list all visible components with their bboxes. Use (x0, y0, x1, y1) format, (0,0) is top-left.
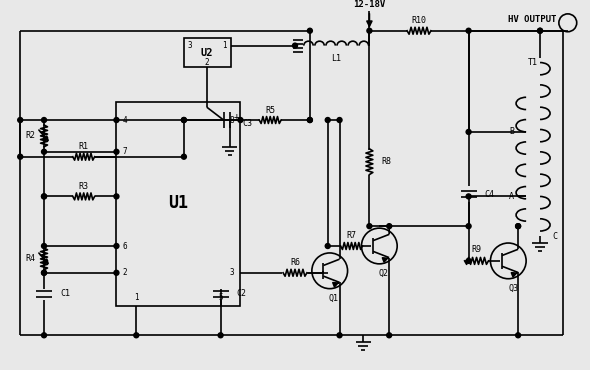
Text: T1: T1 (528, 58, 538, 67)
Text: R4: R4 (25, 255, 35, 263)
Text: 2: 2 (122, 268, 127, 277)
Circle shape (134, 333, 139, 338)
Circle shape (114, 118, 119, 122)
Circle shape (387, 224, 392, 229)
Text: HV OUTPUT: HV OUTPUT (507, 15, 556, 24)
Circle shape (516, 224, 520, 229)
Text: Q1: Q1 (329, 294, 339, 303)
Circle shape (181, 154, 186, 159)
Text: 7: 7 (122, 147, 127, 156)
Circle shape (41, 118, 47, 122)
Text: R7: R7 (346, 231, 356, 240)
Circle shape (114, 270, 119, 275)
Circle shape (367, 224, 372, 229)
Circle shape (41, 270, 47, 275)
Text: +: + (234, 112, 240, 122)
Text: U1: U1 (168, 194, 188, 212)
Circle shape (466, 258, 471, 263)
Text: R2: R2 (25, 131, 35, 140)
Text: C4: C4 (484, 190, 494, 199)
Text: C1: C1 (60, 289, 70, 298)
Text: R8: R8 (381, 157, 391, 166)
Circle shape (41, 243, 47, 249)
Text: R3: R3 (78, 182, 88, 191)
Text: 8: 8 (230, 115, 234, 125)
Circle shape (337, 333, 342, 338)
Circle shape (41, 194, 47, 199)
Text: C: C (552, 232, 557, 240)
Circle shape (181, 118, 186, 122)
Circle shape (516, 333, 520, 338)
Circle shape (466, 28, 471, 33)
Text: B: B (509, 127, 514, 137)
Text: 6: 6 (122, 242, 127, 250)
Text: Q2: Q2 (378, 269, 388, 278)
Circle shape (537, 28, 542, 33)
Circle shape (516, 224, 520, 229)
Text: C2: C2 (237, 289, 247, 298)
Circle shape (307, 28, 312, 33)
Text: A: A (509, 192, 514, 201)
Bar (116, 102, 241, 306)
Circle shape (386, 333, 392, 338)
Circle shape (238, 118, 243, 122)
Circle shape (41, 270, 47, 275)
Text: U2: U2 (201, 48, 213, 58)
Circle shape (466, 194, 471, 199)
Circle shape (114, 194, 119, 199)
Text: 3: 3 (188, 41, 192, 50)
Circle shape (181, 118, 186, 122)
Text: R10: R10 (411, 16, 427, 25)
Circle shape (307, 118, 312, 122)
Circle shape (367, 28, 372, 33)
Circle shape (41, 194, 47, 199)
Text: 12-18V: 12-18V (353, 0, 385, 10)
Text: 4: 4 (122, 115, 127, 125)
Circle shape (114, 243, 119, 249)
Text: 2: 2 (204, 58, 209, 67)
Text: 1: 1 (222, 41, 227, 50)
Bar (184, 38, 231, 67)
Text: R1: R1 (78, 142, 88, 151)
Text: C3: C3 (242, 120, 253, 128)
Circle shape (325, 243, 330, 249)
Circle shape (337, 118, 342, 122)
Circle shape (218, 333, 223, 338)
Text: 1: 1 (134, 293, 139, 302)
Circle shape (18, 118, 22, 122)
Text: R9: R9 (471, 245, 481, 255)
Text: R6: R6 (290, 258, 300, 268)
Text: R5: R5 (265, 105, 275, 115)
Text: Q3: Q3 (508, 284, 518, 293)
Circle shape (307, 118, 312, 122)
Circle shape (325, 118, 330, 122)
Circle shape (41, 333, 47, 338)
Text: L1: L1 (330, 54, 340, 63)
Circle shape (293, 43, 297, 48)
Text: 3: 3 (230, 268, 234, 277)
Circle shape (466, 130, 471, 134)
Circle shape (114, 149, 119, 154)
Circle shape (466, 224, 471, 229)
Text: 5: 5 (218, 293, 223, 302)
Circle shape (537, 28, 542, 33)
Circle shape (41, 149, 47, 154)
Circle shape (18, 154, 22, 159)
